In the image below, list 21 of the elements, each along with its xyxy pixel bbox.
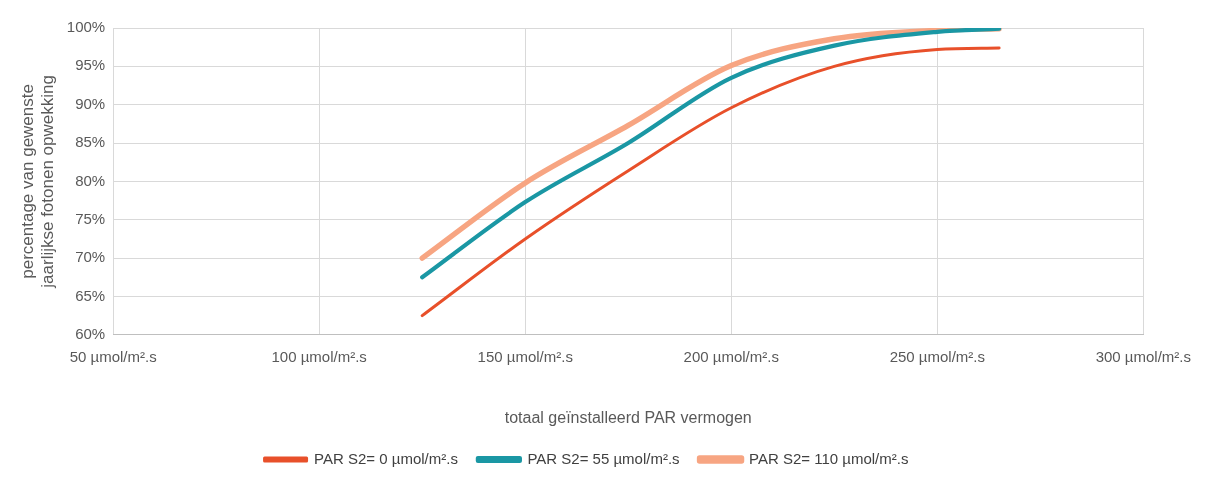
y-tick-label: 80% bbox=[75, 171, 106, 189]
y-tick-label: 60% bbox=[75, 324, 106, 342]
x-tick-label: 250 µmol/m².s bbox=[889, 347, 985, 365]
y-axis-title: percentage van gewenste jaarlijkse fotonen opwekking bbox=[17, 75, 58, 289]
legend-label: PAR S2= 55 µmol/m².s bbox=[527, 449, 680, 467]
x-tick-label: 100 µmol/m².s bbox=[271, 347, 367, 365]
line-series bbox=[420, 46, 1001, 318]
y-tick-label: 70% bbox=[75, 248, 106, 266]
y-tick-label: 90% bbox=[75, 94, 106, 112]
y-tick-label: 100% bbox=[66, 18, 106, 36]
y-tick-label: 85% bbox=[75, 133, 106, 151]
x-tick-label: 200 µmol/m².s bbox=[683, 347, 779, 365]
legend-label: PAR S2= 110 µmol/m².s bbox=[749, 449, 909, 467]
y-tick-label: 75% bbox=[75, 209, 106, 227]
x-tick-label: 150 µmol/m².s bbox=[477, 347, 573, 365]
x-tick-label: 50 µmol/m².s bbox=[69, 347, 157, 365]
x-axis-title: totaal geïnstalleerd PAR vermogen bbox=[504, 408, 752, 426]
x-tick-label: 300 µmol/m².s bbox=[1095, 347, 1192, 365]
legend-label: PAR S2= 0 µmol/m².s bbox=[314, 449, 458, 467]
y-tick-label: 65% bbox=[75, 286, 106, 304]
y-tick-label: 95% bbox=[75, 56, 106, 74]
